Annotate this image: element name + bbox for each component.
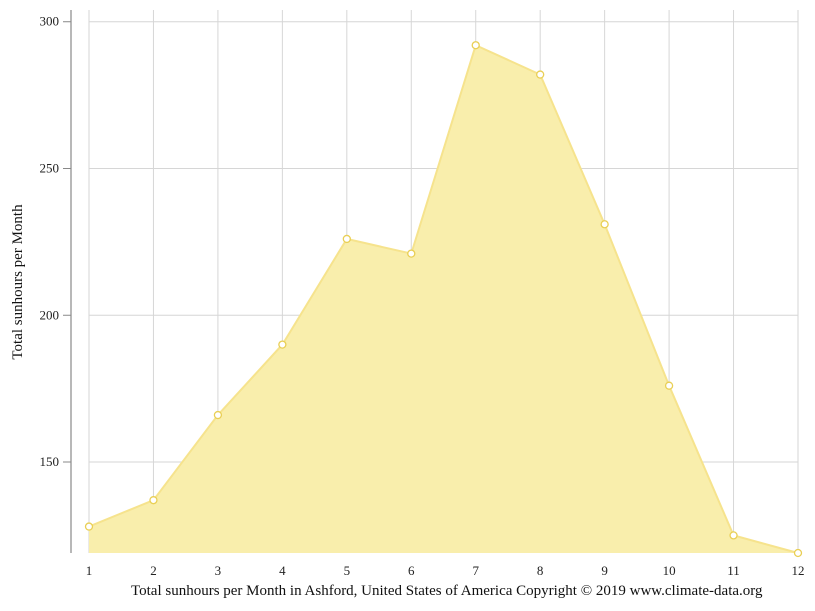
x-tick-labels: 1 2 3 4 5 6 7 8 9 10 11 12 bbox=[86, 563, 805, 578]
data-point bbox=[84, 522, 94, 531]
x-tick-label: 11 bbox=[727, 563, 740, 578]
data-area-layer bbox=[88, 43, 799, 554]
y-tick-labels: 150 200 250 300 bbox=[40, 14, 60, 469]
y-tick-label: 300 bbox=[40, 14, 60, 29]
data-point bbox=[213, 410, 223, 420]
data-point bbox=[342, 234, 351, 244]
y-tick-label: 200 bbox=[40, 307, 60, 322]
x-tick-label: 3 bbox=[215, 563, 222, 578]
x-tick-label: 1 bbox=[86, 563, 93, 578]
x-tick-label: 4 bbox=[279, 563, 286, 578]
data-point bbox=[407, 249, 416, 258]
data-line bbox=[88, 43, 799, 554]
data-point bbox=[278, 340, 287, 349]
data-point bbox=[471, 41, 480, 50]
x-tick-label: 10 bbox=[663, 563, 676, 578]
y-tick-label: 150 bbox=[40, 454, 60, 469]
x-tick-label: 6 bbox=[408, 563, 415, 578]
data-area bbox=[89, 45, 798, 554]
x-tick-label: 7 bbox=[472, 563, 479, 578]
data-point bbox=[729, 531, 738, 540]
y-axis-title: Total sunhours per Month bbox=[10, 204, 26, 360]
data-point bbox=[600, 220, 609, 229]
x-tick-label: 12 bbox=[792, 563, 805, 578]
data-markers bbox=[84, 41, 803, 558]
data-point bbox=[793, 548, 803, 558]
data-point bbox=[536, 70, 545, 79]
chart-caption: Total sunhours per Month in Ashford, Uni… bbox=[131, 583, 763, 599]
data-point bbox=[664, 381, 674, 390]
x-tick-label: 5 bbox=[344, 563, 351, 578]
x-tick-label: 2 bbox=[150, 563, 157, 578]
x-tick-label: 8 bbox=[537, 563, 544, 578]
x-tick-label: 9 bbox=[601, 563, 608, 578]
y-tick-label: 250 bbox=[40, 160, 60, 175]
data-point bbox=[149, 496, 158, 505]
